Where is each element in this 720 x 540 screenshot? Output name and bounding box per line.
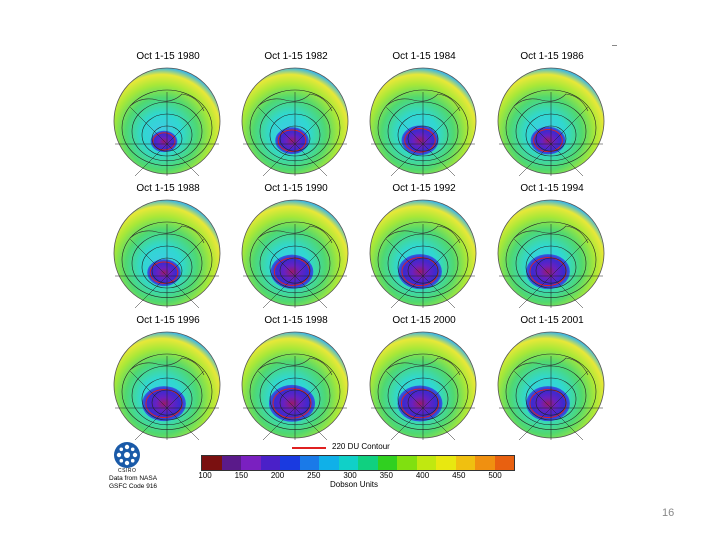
globe-panel: Oct 1-15 1992 [360, 178, 488, 308]
colorbar-segment [202, 456, 222, 470]
contour-220du [277, 129, 307, 152]
ozone-globe-map [113, 67, 221, 176]
colorbar-tick-label: 300 [343, 471, 357, 480]
ozone-hole [150, 130, 178, 153]
ozone-hole [526, 386, 570, 422]
ozone-hole [401, 125, 439, 156]
colorbar-segment [455, 456, 475, 470]
ozone-hole [142, 386, 186, 422]
globe-panel: Oct 1-15 1984 [360, 46, 488, 176]
ozone-globe-map [113, 331, 221, 440]
csiro-logo-icon [114, 442, 140, 468]
colorbar-segment [260, 456, 280, 470]
globe-panel-title: Oct 1-15 1984 [392, 51, 456, 62]
contour-220du [533, 129, 563, 153]
globe-panel: Oct 1-15 2000 [360, 310, 488, 440]
colorbar-tick-label: 150 [234, 471, 248, 480]
ozone-globe-map [497, 67, 605, 176]
ozone-globe-grid: Oct 1-15 1980 Oct 1-15 1982 Oct 1-15 1984 O… [104, 46, 616, 442]
slide-number: 16 [662, 507, 675, 519]
colorbar-segment [319, 456, 339, 470]
globe-panel-title: Oct 1-15 1994 [520, 183, 584, 194]
colorbar-segment [241, 456, 261, 470]
colorbar-segment [436, 456, 456, 470]
globe-panel-title: Oct 1-15 1980 [136, 51, 200, 62]
contour-label: 220 DU Contour [332, 442, 390, 451]
csiro-label: CSIRO [118, 468, 137, 474]
colorbar-segment [416, 456, 436, 470]
ozone-globe-map [369, 67, 477, 176]
globe-panel: Oct 1-15 1982 [232, 46, 360, 176]
globe-panel: Oct 1-15 1994 [488, 178, 616, 308]
contour-220du [272, 388, 312, 419]
ozone-hole [397, 385, 443, 422]
contour-220du [400, 388, 440, 419]
globe-panel-title: Oct 1-15 1982 [264, 51, 328, 62]
colorbar-segment [397, 456, 417, 470]
ozone-globe-map [369, 331, 477, 440]
contour-220du [404, 128, 436, 153]
globe-panel: Oct 1-15 1996 [104, 310, 232, 440]
colorbar-segment [475, 456, 495, 470]
colorbar-tick-label: 400 [415, 471, 430, 480]
globe-panel: Oct 1-15 1988 [104, 178, 232, 308]
contour-220du [152, 132, 176, 151]
units-label: Dobson Units [330, 480, 379, 489]
globe-panel-title: Oct 1-15 1988 [136, 183, 200, 194]
globe-panel: Oct 1-15 1986 [488, 46, 616, 176]
globe-panel: Oct 1-15 1990 [232, 178, 360, 308]
ozone-hole [270, 254, 314, 289]
ozone-hole [526, 254, 570, 290]
colorbar-segment [358, 456, 378, 470]
globe-panel-title: Oct 1-15 1986 [520, 51, 584, 62]
globe-panel: Oct 1-15 1980 [104, 46, 232, 176]
ozone-globe-map [113, 199, 221, 308]
dobson-colorbar [201, 455, 515, 471]
globe-panel: Oct 1-15 2001 [488, 310, 616, 440]
colorbar-tick-label: 500 [488, 471, 502, 480]
credit-line-1: Data from NASA [109, 475, 158, 482]
ozone-globe-map [497, 199, 605, 308]
credit-line-2: GSFC Code 916 [109, 483, 158, 490]
csiro-logo [110, 440, 144, 474]
corner-mark [612, 45, 617, 46]
contour-220du [149, 261, 179, 284]
ozone-hole [398, 254, 442, 290]
globe-panel-title: Oct 1-15 1992 [392, 183, 456, 194]
colorbar-tick-label: 200 [270, 471, 285, 480]
globe-panel-title: Oct 1-15 2001 [520, 315, 584, 326]
colorbar-segment [377, 456, 397, 470]
ozone-hole [268, 384, 316, 422]
globe-panel-title: Oct 1-15 2000 [392, 315, 456, 326]
colorbar-tick-label: 100 [198, 471, 212, 480]
ozone-globe-map [241, 199, 349, 308]
globe-panel-title: Oct 1-15 1996 [136, 315, 200, 326]
colorbar-tick-label: 450 [452, 471, 466, 480]
ozone-hole [530, 126, 566, 155]
globe-panel-title: Oct 1-15 1998 [264, 315, 328, 326]
colorbar-segment [338, 456, 358, 470]
colorbar-segment [299, 456, 319, 470]
ozone-globe-map [241, 67, 349, 176]
colorbar-segment [280, 456, 300, 470]
colorbar-segment [221, 456, 241, 470]
colorbar-tick-label: 250 [307, 471, 321, 480]
globe-panel: Oct 1-15 1998 [232, 310, 360, 440]
globe-panel-title: Oct 1-15 1990 [264, 183, 328, 194]
ozone-globe-map [241, 331, 349, 440]
ozone-legend: CSIRO Data from NASA GSFC Code 916 220 D… [104, 438, 616, 494]
contour-line-swatch [292, 447, 326, 449]
colorbar-tick-label: 350 [379, 471, 393, 480]
ozone-globe-map [369, 199, 477, 308]
ozone-globe-map [497, 331, 605, 440]
colorbar-segment [494, 456, 514, 470]
